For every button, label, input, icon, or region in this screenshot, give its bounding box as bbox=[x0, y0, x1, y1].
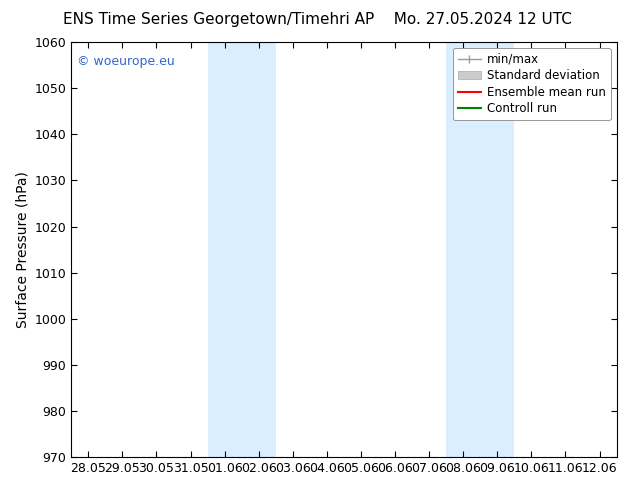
Legend: min/max, Standard deviation, Ensemble mean run, Controll run: min/max, Standard deviation, Ensemble me… bbox=[453, 48, 611, 120]
Text: © woeurope.eu: © woeurope.eu bbox=[77, 54, 174, 68]
Bar bbox=[446, 42, 514, 457]
Text: ENS Time Series Georgetown/Timehri AP    Mo. 27.05.2024 12 UTC: ENS Time Series Georgetown/Timehri AP Mo… bbox=[63, 12, 571, 27]
Bar bbox=[207, 42, 276, 457]
Y-axis label: Surface Pressure (hPa): Surface Pressure (hPa) bbox=[15, 171, 29, 328]
